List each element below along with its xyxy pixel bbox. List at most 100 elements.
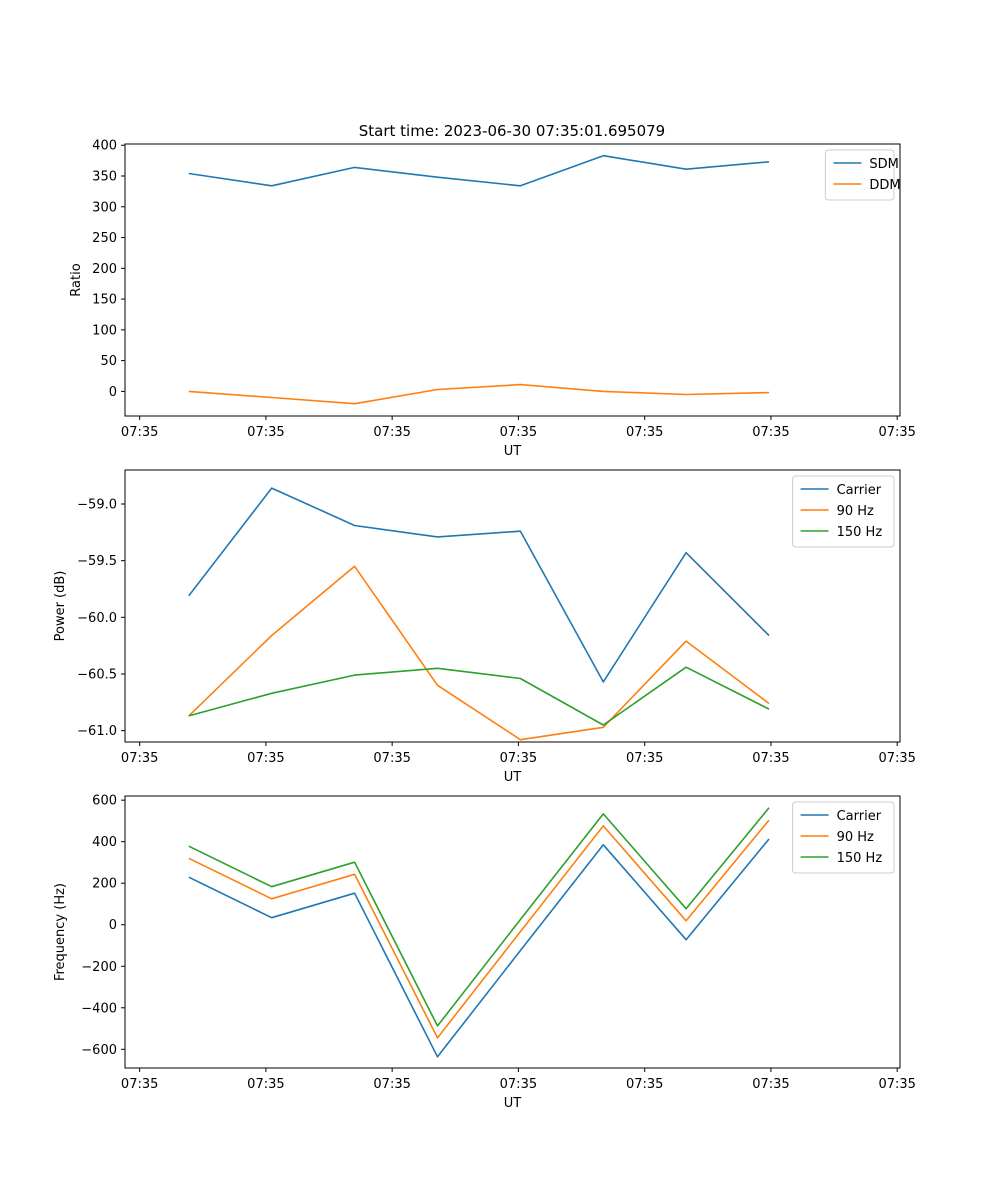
series-line-ddm (188, 383, 770, 405)
x-tick-label: 07:35 (373, 1077, 410, 1092)
data-point (271, 397, 273, 399)
data-point (685, 920, 687, 922)
data-point (437, 668, 439, 670)
data-point (768, 807, 770, 809)
data-point (188, 595, 190, 597)
legend-label: Carrier (837, 483, 882, 498)
legend-box (792, 801, 895, 874)
x-tick-label: 07:35 (752, 1077, 789, 1092)
y-axis-label: Power (dB) (53, 571, 68, 642)
data-point (271, 692, 273, 694)
x-tick-label: 07:35 (247, 425, 284, 440)
data-point (354, 873, 356, 875)
x-axis-label: UT (504, 1096, 522, 1111)
y-tick-label: 200 (92, 262, 117, 277)
y-tick-label: 200 (92, 877, 117, 892)
data-point (520, 919, 522, 921)
data-point (685, 939, 687, 941)
data-point (768, 703, 770, 705)
x-tick-label: 07:35 (626, 425, 663, 440)
data-point (271, 635, 273, 637)
y-tick-label: 50 (100, 354, 117, 369)
data-point (354, 566, 356, 568)
x-tick-label: 07:35 (752, 425, 789, 440)
y-tick-label: −600 (81, 1043, 117, 1058)
x-tick-label: 07:35 (626, 751, 663, 766)
y-tick-label: −60.5 (77, 668, 117, 683)
legend-label: 150 Hz (837, 851, 883, 866)
data-point (685, 168, 687, 170)
y-tick-label: −200 (81, 960, 117, 975)
data-point (602, 724, 604, 726)
data-point (520, 530, 522, 532)
series-line-90-hz (188, 565, 770, 741)
data-point (520, 678, 522, 680)
y-tick-label: 0 (109, 385, 117, 400)
data-point (437, 1025, 439, 1027)
legend-label: 90 Hz (837, 830, 874, 845)
x-tick-label: 07:35 (752, 751, 789, 766)
data-point (188, 876, 190, 878)
data-point (768, 635, 770, 637)
data-point (437, 685, 439, 687)
data-point (188, 845, 190, 847)
data-point (685, 666, 687, 668)
series-line-150-hz (188, 666, 770, 726)
y-tick-label: −59.5 (77, 554, 117, 569)
data-point (437, 389, 439, 391)
x-tick-label: 07:35 (626, 1077, 663, 1092)
y-tick-label: −400 (81, 1001, 117, 1016)
data-point (188, 715, 190, 717)
subplot-2: −59.0 −59.5 −60.0 −60.5 −61.0 07:35 07:35 07:35… (53, 469, 916, 785)
data-point (271, 917, 273, 919)
series-line-sdm (188, 154, 770, 187)
data-point (602, 813, 604, 815)
legend-label: DDM (869, 178, 900, 193)
data-point (271, 886, 273, 888)
data-point (520, 739, 522, 741)
data-point (520, 185, 522, 187)
data-point (602, 825, 604, 827)
x-tick-label: 07:35 (500, 425, 537, 440)
data-point (520, 950, 522, 952)
data-point (602, 391, 604, 393)
data-point (188, 391, 190, 393)
data-point (437, 1056, 439, 1058)
axes-frame (124, 469, 901, 743)
data-point (188, 173, 190, 175)
x-tick-label: 07:35 (373, 751, 410, 766)
axes-frame (124, 795, 901, 1069)
x-tick-label: 07:35 (121, 751, 158, 766)
data-point (354, 525, 356, 527)
legend-label: 90 Hz (837, 504, 874, 519)
legend-label: 150 Hz (837, 525, 883, 540)
data-point (685, 640, 687, 642)
y-tick-label: 600 (92, 794, 117, 809)
legend-box (792, 475, 895, 548)
y-tick-label: −59.0 (77, 498, 117, 513)
data-point (685, 552, 687, 554)
x-tick-label: 07:35 (121, 425, 158, 440)
x-tick-label: 07:35 (247, 1077, 284, 1092)
data-point (685, 394, 687, 396)
x-tick-label: 07:35 (500, 751, 537, 766)
y-tick-label: −61.0 (77, 724, 117, 739)
data-point (685, 908, 687, 910)
data-point (520, 931, 522, 933)
x-tick-label: 07:35 (878, 425, 915, 440)
data-point (354, 403, 356, 405)
x-tick-label: 07:35 (878, 751, 915, 766)
x-tick-label: 07:35 (500, 1077, 537, 1092)
y-axis-label: Ratio (69, 263, 84, 296)
data-point (188, 857, 190, 859)
y-axis-label: Frequency (Hz) (53, 883, 68, 981)
data-point (768, 838, 770, 840)
legend-label: SDM (869, 157, 898, 172)
data-point (271, 898, 273, 900)
data-point (768, 819, 770, 821)
y-tick-label: 300 (92, 200, 117, 215)
x-tick-label: 07:35 (247, 751, 284, 766)
y-tick-label: 0 (109, 918, 117, 933)
data-point (437, 536, 439, 538)
